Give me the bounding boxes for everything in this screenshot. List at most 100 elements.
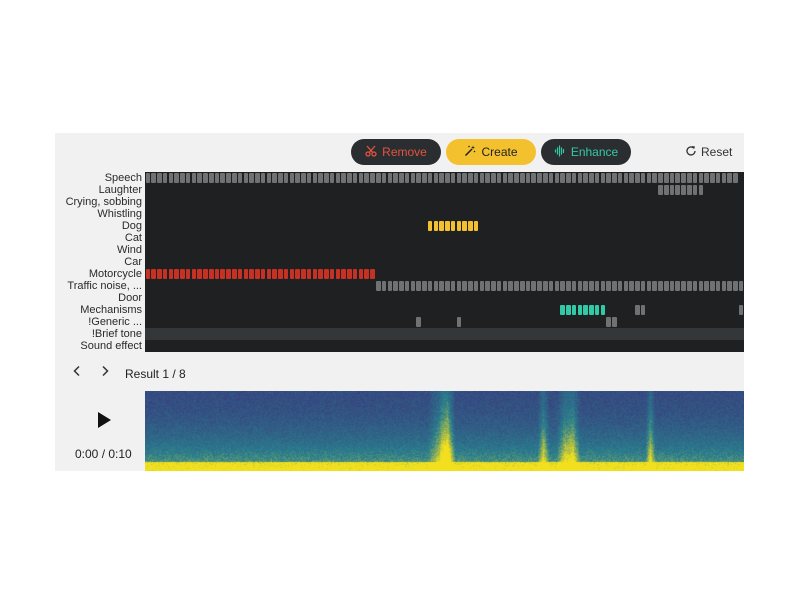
event-cell[interactable] — [301, 269, 306, 279]
event-cell[interactable] — [439, 281, 444, 291]
event-cell[interactable] — [226, 173, 231, 183]
event-cell[interactable] — [462, 221, 467, 231]
event-cell[interactable] — [324, 269, 329, 279]
event-cell[interactable] — [185, 269, 191, 279]
event-cell[interactable] — [496, 281, 502, 291]
event-cell[interactable] — [145, 173, 151, 183]
event-cell[interactable] — [658, 281, 663, 291]
event-cell[interactable] — [370, 269, 375, 279]
event-cell[interactable] — [404, 173, 410, 183]
event-cell[interactable] — [220, 173, 226, 183]
event-cell[interactable] — [589, 305, 594, 315]
event-cell[interactable] — [496, 173, 502, 183]
event-cell[interactable] — [468, 173, 473, 183]
event-cell[interactable] — [508, 281, 513, 291]
event-cell[interactable] — [358, 173, 364, 183]
event-cell[interactable] — [341, 173, 346, 183]
event-cell[interactable] — [675, 173, 681, 183]
event-cell[interactable] — [226, 269, 231, 279]
event-cell[interactable] — [214, 173, 220, 183]
event-cell[interactable] — [341, 269, 346, 279]
play-button[interactable] — [93, 409, 115, 431]
event-cell[interactable] — [399, 281, 404, 291]
event-cell[interactable] — [422, 173, 427, 183]
event-cell[interactable] — [640, 281, 646, 291]
event-cell[interactable] — [318, 269, 323, 279]
event-cell[interactable] — [381, 173, 387, 183]
event-cell[interactable] — [658, 185, 663, 195]
event-cell[interactable] — [508, 173, 513, 183]
event-cell[interactable] — [669, 281, 675, 291]
event-cell[interactable] — [260, 173, 266, 183]
event-cell[interactable] — [617, 281, 623, 291]
event-cell[interactable] — [145, 269, 151, 279]
event-cell[interactable] — [260, 269, 266, 279]
event-cell[interactable] — [710, 281, 715, 291]
event-cell[interactable] — [531, 173, 537, 183]
create-button[interactable]: Create — [446, 139, 536, 165]
event-cell[interactable] — [646, 173, 652, 183]
event-cell[interactable] — [681, 281, 686, 291]
event-cell[interactable] — [427, 221, 433, 231]
event-cell[interactable] — [525, 281, 531, 291]
event-cell[interactable] — [468, 221, 473, 231]
event-cell[interactable] — [600, 173, 606, 183]
event-cell[interactable] — [485, 281, 490, 291]
event-cell[interactable] — [606, 173, 611, 183]
event-cell[interactable] — [727, 281, 732, 291]
event-cell[interactable] — [249, 269, 254, 279]
event-cell[interactable] — [410, 281, 416, 291]
event-cell[interactable] — [600, 305, 606, 315]
event-cell[interactable] — [433, 173, 439, 183]
event-cell[interactable] — [554, 281, 560, 291]
event-cell[interactable] — [543, 173, 548, 183]
event-cell[interactable] — [352, 173, 358, 183]
event-cell[interactable] — [306, 269, 312, 279]
event-cell[interactable] — [439, 173, 444, 183]
event-cell[interactable] — [692, 185, 698, 195]
event-cell[interactable] — [687, 173, 692, 183]
event-cell[interactable] — [629, 281, 634, 291]
event-cell[interactable] — [364, 269, 369, 279]
event-cell[interactable] — [439, 221, 444, 231]
event-cell[interactable] — [589, 281, 594, 291]
event-cell[interactable] — [675, 281, 681, 291]
event-cell[interactable] — [237, 173, 243, 183]
event-cell[interactable] — [445, 173, 450, 183]
event-cell[interactable] — [519, 281, 525, 291]
event-cell[interactable] — [635, 305, 640, 315]
event-cell[interactable] — [468, 281, 473, 291]
event-cell[interactable] — [416, 173, 421, 183]
event-cell[interactable] — [427, 281, 433, 291]
event-cell[interactable] — [381, 281, 387, 291]
event-cell[interactable] — [255, 173, 260, 183]
event-cell[interactable] — [393, 281, 398, 291]
event-cell[interactable] — [623, 173, 629, 183]
event-cell[interactable] — [174, 173, 179, 183]
event-cell[interactable] — [560, 305, 565, 315]
event-cell[interactable] — [168, 269, 174, 279]
event-cell[interactable] — [738, 281, 744, 291]
event-cell[interactable] — [606, 317, 611, 327]
event-cell[interactable] — [243, 269, 249, 279]
event-cell[interactable] — [548, 281, 554, 291]
event-cell[interactable] — [220, 269, 226, 279]
event-cell[interactable] — [427, 173, 433, 183]
event-cell[interactable] — [635, 173, 640, 183]
event-cell[interactable] — [289, 173, 295, 183]
event-cell[interactable] — [560, 281, 565, 291]
event-cell[interactable] — [583, 173, 588, 183]
event-cell[interactable] — [571, 173, 577, 183]
event-cell[interactable] — [721, 173, 727, 183]
event-cell[interactable] — [231, 269, 237, 279]
spectrogram-image[interactable] — [145, 391, 744, 471]
event-cell[interactable] — [566, 281, 571, 291]
event-cell[interactable] — [681, 173, 686, 183]
event-cell[interactable] — [669, 173, 675, 183]
event-cell[interactable] — [583, 281, 588, 291]
event-cell[interactable] — [715, 281, 721, 291]
event-cell[interactable] — [208, 269, 214, 279]
event-cell[interactable] — [663, 281, 669, 291]
event-cell[interactable] — [278, 269, 283, 279]
event-cell[interactable] — [318, 173, 323, 183]
